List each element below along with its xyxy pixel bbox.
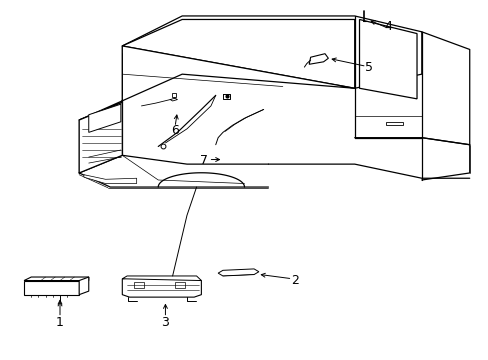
Polygon shape: [122, 276, 201, 280]
Polygon shape: [359, 19, 416, 99]
Polygon shape: [24, 277, 89, 280]
Polygon shape: [122, 278, 201, 297]
Text: 3: 3: [161, 316, 169, 329]
Text: 4: 4: [384, 20, 391, 33]
Text: 7: 7: [200, 154, 207, 167]
Polygon shape: [134, 282, 143, 288]
Polygon shape: [79, 46, 354, 120]
Polygon shape: [89, 104, 121, 132]
Polygon shape: [79, 277, 89, 294]
Polygon shape: [385, 122, 402, 125]
Polygon shape: [79, 102, 122, 173]
Polygon shape: [308, 54, 328, 64]
Polygon shape: [218, 269, 258, 276]
Text: 1: 1: [56, 316, 64, 329]
Polygon shape: [24, 280, 79, 294]
Text: 2: 2: [290, 274, 298, 287]
Polygon shape: [84, 175, 137, 184]
Polygon shape: [175, 282, 184, 288]
Polygon shape: [122, 19, 354, 88]
Text: 5: 5: [365, 60, 372, 73]
Text: 6: 6: [171, 124, 179, 137]
